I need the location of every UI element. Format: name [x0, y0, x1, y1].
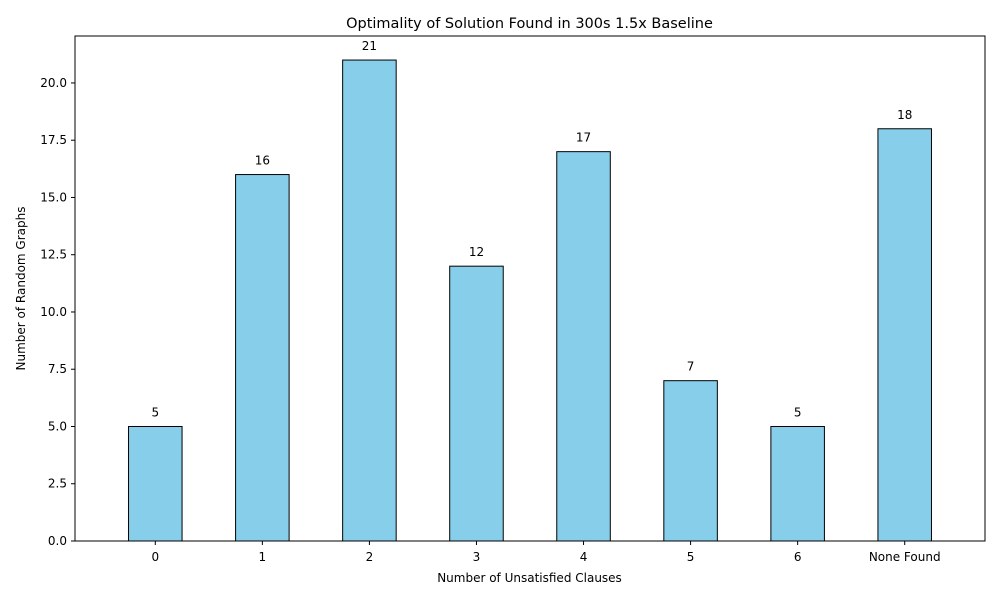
chart-title: Optimality of Solution Found in 300s 1.5…	[346, 16, 713, 32]
bar-value-label-1: 16	[255, 154, 270, 168]
y-tick-label-6: 15.0	[40, 190, 67, 204]
y-tick-label-2: 5.0	[48, 419, 67, 433]
x-tick-label-3: 3	[473, 550, 481, 564]
y-tick-label-3: 7.5	[48, 362, 67, 376]
bar-0	[128, 425, 183, 542]
x-tick-label-6: 6	[794, 550, 802, 564]
x-axis-label: Number of Unsatisfied Clauses	[437, 571, 622, 585]
plot-frame	[74, 35, 986, 542]
bar-value-label-4: 17	[576, 131, 591, 145]
y-tick-label-1: 2.5	[48, 477, 67, 491]
x-axis: 0 1 2 3 4 5 6 None Found	[151, 541, 941, 564]
bar-value-label-0: 5	[151, 405, 159, 419]
y-tick-label-0: 0.0	[48, 534, 67, 548]
y-tick-label-4: 10.0	[40, 305, 67, 319]
plot-area	[74, 35, 986, 542]
x-tick-label-2: 2	[366, 550, 374, 564]
x-tick-label-0: 0	[151, 550, 159, 564]
bar-value-labels: 5 16 21 12 17 7 5 18	[151, 39, 912, 419]
y-axis: 0.0 2.5 5.0 7.5 10.0 12.5 15.0 17.5 20.0	[40, 76, 75, 548]
bar-value-label-3: 12	[469, 245, 484, 259]
y-axis-label: Number of Random Graphs	[14, 207, 28, 371]
bars	[128, 59, 932, 542]
bar-value-label-7: 18	[897, 108, 912, 122]
bar-5	[663, 380, 718, 542]
y-tick-label-7: 17.5	[40, 133, 67, 147]
y-tick-label-8: 20.0	[40, 76, 67, 90]
bar-4	[556, 151, 611, 542]
x-tick-label-7: None Found	[869, 550, 941, 564]
bar-value-label-2: 21	[362, 39, 377, 53]
x-tick-label-5: 5	[687, 550, 695, 564]
bar-1	[235, 174, 290, 542]
y-tick-label-5: 12.5	[40, 248, 67, 262]
bar-value-label-6: 5	[794, 405, 802, 419]
bar-value-label-5: 7	[687, 360, 695, 374]
x-tick-label-1: 1	[259, 550, 267, 564]
bar-7	[877, 128, 932, 542]
x-tick-label-4: 4	[580, 550, 588, 564]
bar-3	[449, 265, 504, 542]
bar-2	[342, 59, 397, 542]
bar-6	[770, 425, 825, 542]
